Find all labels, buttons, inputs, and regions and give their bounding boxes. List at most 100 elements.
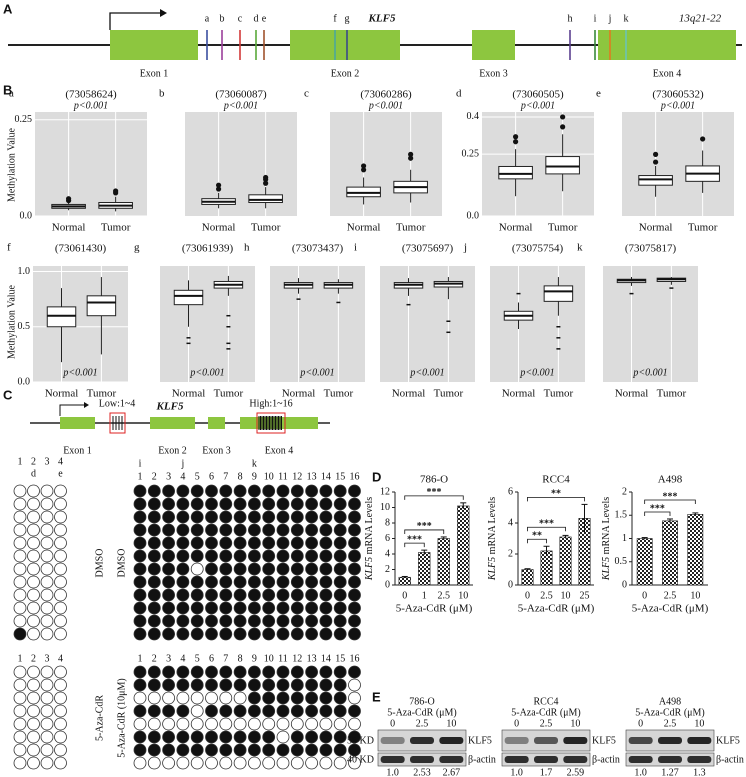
cpg-circle (333, 484, 347, 498)
protein-label: KLF5 (716, 735, 740, 746)
cpg-circle (147, 614, 161, 628)
cpg-circle (233, 601, 247, 615)
cpg-circle (190, 575, 204, 589)
cpg-circle (205, 704, 218, 718)
cpg-site-label: a (205, 13, 210, 24)
chart-title: A498 (658, 474, 683, 486)
cpg-circle (176, 510, 190, 524)
exon (290, 30, 400, 60)
cpg-circle (190, 678, 204, 692)
cpg-circle (176, 704, 190, 718)
cpg-circle (247, 665, 261, 679)
cpg-circle (27, 614, 40, 628)
cpg-circle (219, 665, 233, 679)
cpg-circle (27, 691, 40, 705)
cpg-circle (348, 510, 361, 524)
cpg-circle (205, 536, 218, 550)
group-label: Tumor (548, 222, 578, 234)
cpg-circle (219, 484, 233, 498)
cpg-circle (54, 601, 67, 615)
cpg-number: 15 (335, 653, 345, 664)
y-tick-label: 0.0 (18, 376, 31, 387)
ratio-label: 1.0 (510, 767, 523, 777)
high-region (256, 412, 286, 434)
cpg-circle (262, 743, 276, 757)
cpg-circle (305, 562, 319, 576)
cpg-circle (247, 756, 261, 770)
cpg-circle (133, 510, 147, 524)
cpg-circle (348, 717, 361, 731)
group-label: Tumor (544, 388, 574, 400)
cpg-circle (13, 627, 27, 641)
significance-stars: *** (427, 487, 442, 498)
band-klf5 (563, 737, 588, 744)
probe-id: (73058624) (65, 89, 117, 101)
cpg-circle (147, 536, 161, 550)
cpg-circle (276, 601, 290, 615)
cpg-circle (133, 627, 147, 641)
cpg-circle (40, 588, 54, 602)
box (248, 194, 283, 204)
cpg-circle (54, 536, 67, 550)
cpg-circle (27, 743, 40, 757)
cpg-circle (276, 717, 290, 731)
cpg-circle (276, 614, 290, 628)
group-label: Tumor (396, 222, 426, 234)
y-axis-label: Methylation Value (6, 127, 17, 202)
cpg-circle (319, 536, 333, 550)
cpg-circle (27, 510, 40, 524)
cpg-circle (162, 678, 176, 692)
ratio-label: 1.0 (634, 767, 647, 777)
cpg-circle (262, 691, 276, 705)
cpg-circle (290, 497, 304, 511)
cpg-circle (276, 562, 290, 576)
cpg-circle (133, 730, 147, 744)
cpg-circle (262, 614, 276, 628)
bar (398, 576, 411, 586)
cpg-circle (205, 601, 218, 615)
panel-letter: a (9, 88, 14, 100)
ratio-label: 1.27 (661, 767, 679, 777)
cpg-circle (205, 691, 218, 705)
y-tick-label: 0.25 (462, 148, 480, 159)
cpg-circle (176, 756, 190, 770)
cpg-circle (247, 562, 261, 576)
cpg-circle (348, 627, 361, 641)
y-axis-label: Methylation Value (6, 284, 17, 359)
significance-bracket (527, 538, 547, 544)
cpg-circle (276, 588, 290, 602)
probe-id: (73060532) (652, 89, 704, 101)
panel-label: B (3, 82, 12, 97)
plot-background (330, 112, 442, 216)
cpg-circle (219, 614, 233, 628)
cpg-circle (190, 665, 204, 679)
cpg-circle (205, 678, 218, 692)
cpg-circle (247, 730, 261, 744)
lane-label: 0 (514, 718, 519, 729)
cpg-circle (205, 484, 218, 498)
y-tick-label: 1.0 (18, 266, 31, 277)
cpg-number: 12 (292, 471, 302, 482)
band-actin (628, 756, 653, 763)
x-tick-label: 0 (525, 590, 530, 601)
cpg-circle (233, 691, 247, 705)
cpg-circle (176, 549, 190, 563)
bar (662, 520, 678, 586)
cpg-circle (54, 627, 67, 641)
cpg-circle (319, 601, 333, 615)
cpg-circle (305, 510, 319, 524)
low-label: Low:1~4 (99, 398, 136, 409)
cpg-circle (319, 730, 333, 744)
cpg-circle (305, 588, 319, 602)
cpg-circle (133, 614, 147, 628)
cpg-circle (219, 497, 233, 511)
band-klf5 (380, 737, 405, 744)
y-tick-label: 0 (508, 579, 513, 590)
cpg-number: 9 (252, 653, 257, 664)
cpg-circle (147, 665, 161, 679)
cpg-site-label: j (608, 13, 612, 24)
cpg-circle (54, 730, 67, 744)
cpg-circle (205, 510, 218, 524)
cpg-circle (176, 691, 190, 705)
cpg-circle (348, 756, 361, 770)
